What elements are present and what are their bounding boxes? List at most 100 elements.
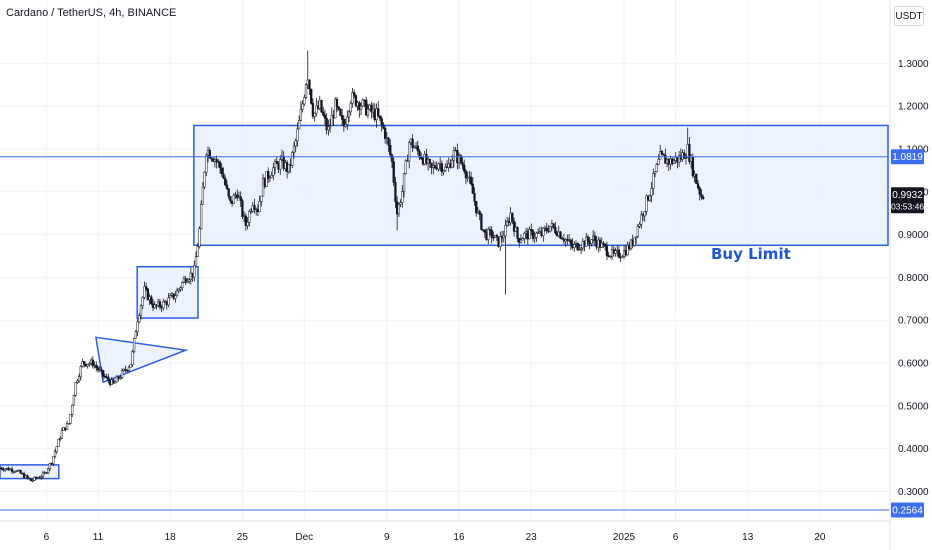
- candle-body: [451, 160, 454, 168]
- candle-body: [146, 288, 150, 301]
- candle-body: [359, 105, 363, 110]
- candle-body: [516, 227, 519, 239]
- x-tick-label: 6: [673, 532, 679, 543]
- candle-body: [475, 200, 478, 214]
- buy-limit-annotation: Buy Limit: [711, 245, 791, 263]
- candle-body: [208, 150, 211, 159]
- candle-body: [394, 182, 397, 203]
- candle-body: [19, 470, 22, 474]
- candle-body: [492, 237, 495, 239]
- candle-body: [201, 186, 205, 205]
- x-tick-label: 9: [384, 532, 390, 543]
- candle-body: [536, 232, 540, 234]
- candle-body: [72, 394, 76, 406]
- candle-body: [270, 175, 273, 178]
- x-tick-label: 6: [44, 532, 50, 543]
- candle-body: [232, 194, 235, 204]
- candle-body: [506, 221, 509, 226]
- candle-body: [576, 242, 579, 251]
- candle-body: [299, 109, 303, 121]
- candle-body: [334, 98, 337, 119]
- candle-body: [26, 475, 29, 479]
- candle-body: [691, 156, 695, 177]
- candle-body: [261, 178, 265, 197]
- candle-body: [552, 223, 555, 228]
- candle-body: [653, 171, 657, 175]
- levels-layer: [0, 156, 889, 511]
- candle-body: [327, 126, 330, 131]
- candle-body: [471, 183, 474, 194]
- x-tick-label: 18: [165, 532, 177, 543]
- candle-body: [153, 304, 156, 308]
- candle-body: [511, 212, 514, 222]
- candle-body: [95, 364, 98, 368]
- candle-body: [328, 125, 332, 128]
- candle-body: [390, 154, 394, 162]
- candle-body: [604, 244, 607, 247]
- candle-body: [179, 287, 182, 290]
- candle-body: [387, 137, 390, 146]
- level-price-tag: [891, 502, 924, 518]
- candle-body: [542, 227, 545, 237]
- candle-body: [248, 211, 251, 223]
- candle-body: [273, 161, 277, 169]
- level-price-label: 1.0819: [892, 152, 923, 163]
- candle-body: [483, 229, 486, 233]
- candle-body: [533, 236, 536, 239]
- symbol-title[interactable]: Cardano / TetherUS, 4h, BINANCE: [6, 7, 177, 19]
- candle-body: [413, 147, 416, 149]
- candle-body: [365, 99, 368, 116]
- candle-body: [662, 153, 665, 156]
- candle-body: [569, 239, 572, 245]
- candle-body: [399, 202, 402, 205]
- candle-body: [650, 188, 653, 196]
- current-price-tag: [891, 187, 924, 214]
- candle-body: [416, 145, 419, 152]
- candle-body: [561, 238, 564, 240]
- bar-countdown-label: 03:53:46: [891, 202, 924, 212]
- candle-body: [200, 204, 203, 229]
- candle-body: [559, 231, 562, 239]
- candle-body: [253, 205, 256, 210]
- candle-body: [404, 160, 407, 174]
- candle-body: [102, 370, 105, 377]
- candle-body: [452, 149, 456, 161]
- candle-body: [590, 239, 593, 244]
- candle-body: [38, 477, 41, 479]
- x-tick-label: 25: [237, 532, 249, 543]
- zone-rectangle[interactable]: [136, 265, 199, 319]
- zone-rectangle[interactable]: [193, 124, 889, 247]
- candle-body: [33, 476, 36, 481]
- candle-body: [88, 363, 91, 365]
- candle-body: [132, 337, 136, 352]
- candle-body: [696, 183, 700, 189]
- candle-body: [144, 286, 148, 290]
- candle-body: [420, 156, 423, 160]
- candle-body: [554, 227, 557, 234]
- x-tick-label: 13: [742, 532, 754, 543]
- candle-body: [65, 423, 69, 430]
- x-tick-label: 23: [526, 532, 538, 543]
- candle-body: [304, 84, 308, 98]
- candle-body: [549, 226, 552, 232]
- candle-body: [530, 229, 533, 231]
- drawing-layer[interactable]: [0, 124, 889, 480]
- x-tick-label: 20: [814, 532, 826, 543]
- candle-body: [184, 278, 187, 283]
- candle-body: [174, 295, 177, 299]
- candle-body: [370, 104, 373, 113]
- currency-label[interactable]: USDT: [894, 6, 924, 26]
- candle-body: [480, 214, 483, 230]
- zone-triangle[interactable]: [95, 336, 189, 384]
- candle-body: [124, 368, 127, 371]
- candle-body: [652, 173, 655, 189]
- time-axis[interactable]: 6 11 18 25 Dec 9 16 23 2025 6 13 20: [44, 532, 826, 543]
- candle-body: [380, 118, 383, 125]
- candle-body: [120, 370, 124, 378]
- candle-body: [292, 145, 296, 153]
- candle-body: [347, 111, 351, 118]
- candle-body: [258, 201, 261, 212]
- candle-body: [640, 214, 643, 225]
